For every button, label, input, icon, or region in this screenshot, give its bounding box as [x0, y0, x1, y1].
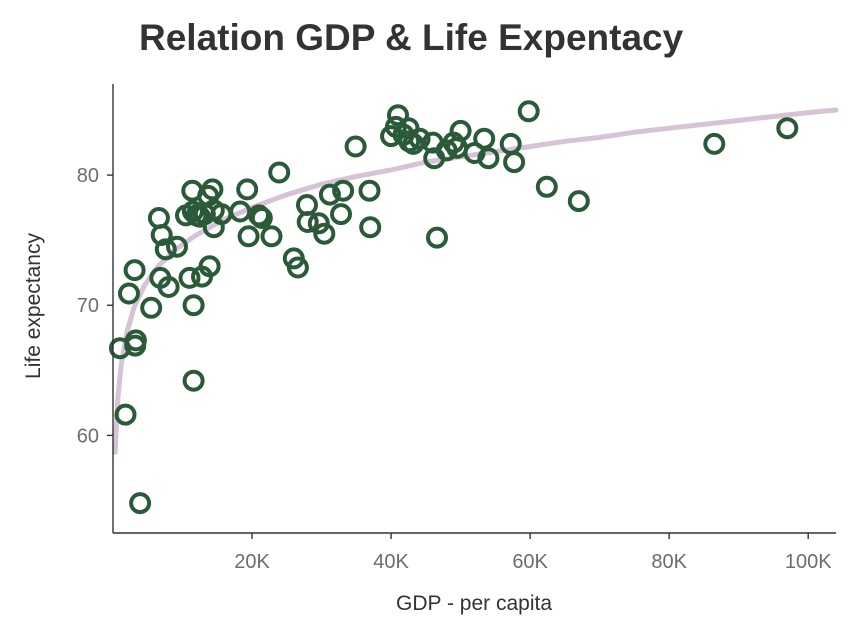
data-point [124, 334, 147, 357]
x-tick-label: 40K [373, 551, 409, 573]
data-point [178, 266, 201, 289]
data-point [182, 369, 205, 392]
data-point [318, 183, 341, 206]
data-point [408, 127, 431, 150]
y-tick-label: 80 [77, 165, 99, 187]
data-point [426, 226, 448, 249]
data-point [250, 207, 273, 229]
x-tick-label: 100K [785, 551, 832, 573]
data-point [703, 132, 726, 155]
data-point [313, 222, 336, 245]
data-point [237, 225, 260, 248]
data-point [198, 255, 221, 278]
x-tick-label: 80K [651, 551, 687, 573]
x-axis-ticks: 20K 40K 60K 80K 100K [234, 533, 832, 573]
x-axis-title: GDP - per capita [396, 592, 552, 615]
data-point [503, 151, 526, 174]
data-point [473, 127, 496, 150]
data-point [150, 224, 173, 246]
y-tick-label: 70 [77, 295, 99, 317]
data-points-layer [109, 100, 799, 515]
data-point [114, 403, 137, 426]
data-point [567, 190, 590, 213]
data-point [129, 492, 152, 515]
data-point [477, 147, 500, 170]
data-point [182, 294, 205, 317]
data-point [236, 178, 259, 201]
data-point [330, 203, 352, 226]
data-point [296, 211, 319, 233]
data-point [166, 235, 188, 258]
data-point [387, 104, 409, 127]
data-point [344, 135, 367, 158]
data-point [140, 296, 163, 319]
data-point [123, 259, 146, 282]
data-point [201, 178, 224, 201]
chart-title: Relation GDP & Life Expentacy [139, 17, 684, 58]
data-point [268, 161, 291, 184]
data-point [157, 276, 180, 298]
y-axis-title: Life expectancy [22, 233, 45, 379]
data-point [517, 100, 540, 123]
x-tick-label: 20K [234, 551, 270, 573]
y-axis-ticks: 60 70 80 [77, 165, 113, 447]
data-point [776, 117, 799, 140]
x-tick-label: 60K [512, 551, 548, 573]
data-point [147, 207, 170, 229]
data-point [260, 225, 283, 248]
y-tick-label: 60 [77, 425, 99, 447]
data-point [248, 204, 270, 227]
data-point [118, 282, 140, 305]
data-point [359, 216, 382, 239]
data-point [286, 256, 309, 279]
data-point [332, 179, 355, 202]
data-point [535, 175, 558, 198]
data-point [449, 119, 472, 142]
data-point [154, 238, 177, 261]
data-point [358, 179, 381, 202]
